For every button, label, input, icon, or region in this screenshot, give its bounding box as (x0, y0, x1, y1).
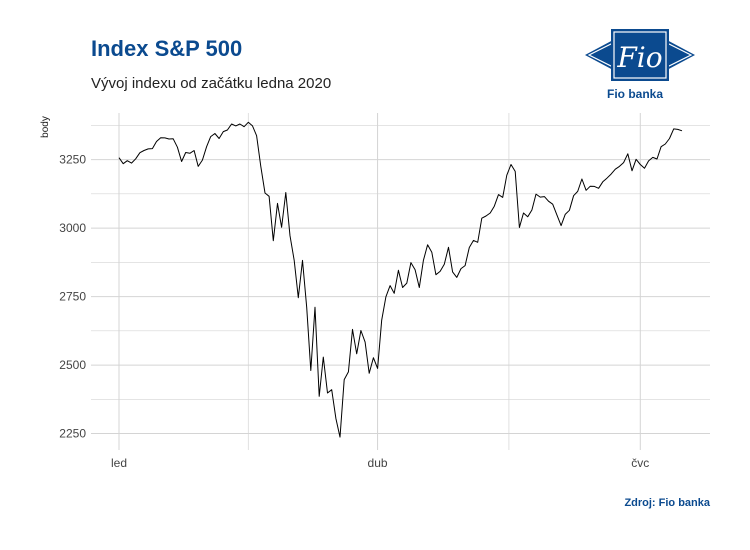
y-axis-title: body (40, 116, 51, 138)
logo-name: Fio banka (607, 87, 664, 101)
chart-subtitle: Vývoj indexu od začátku ledna 2020 (91, 75, 332, 92)
series-line-sp500 (118, 121, 683, 438)
logo-mark-text: Fio (616, 41, 662, 74)
y-tick-label: 3000 (59, 221, 86, 235)
y-tick-label: 2750 (59, 290, 86, 304)
x-tick-label: čvc (631, 456, 649, 470)
axes: 2250 2500 2750 3000 3250 led dub čvc body (40, 116, 649, 470)
source-label: Zdroj: Fio banka (624, 497, 710, 509)
series-layer (118, 121, 683, 438)
chart-title: Index S&P 500 (91, 36, 243, 61)
y-tick-label: 2250 (59, 427, 86, 441)
x-tick-label: dub (368, 456, 388, 470)
grid (91, 113, 710, 450)
y-tick-label: 2500 (59, 358, 86, 372)
fio-logo-icon: Fio (585, 29, 695, 81)
x-tick-label: led (111, 456, 127, 470)
y-tick-label: 3250 (59, 153, 86, 167)
